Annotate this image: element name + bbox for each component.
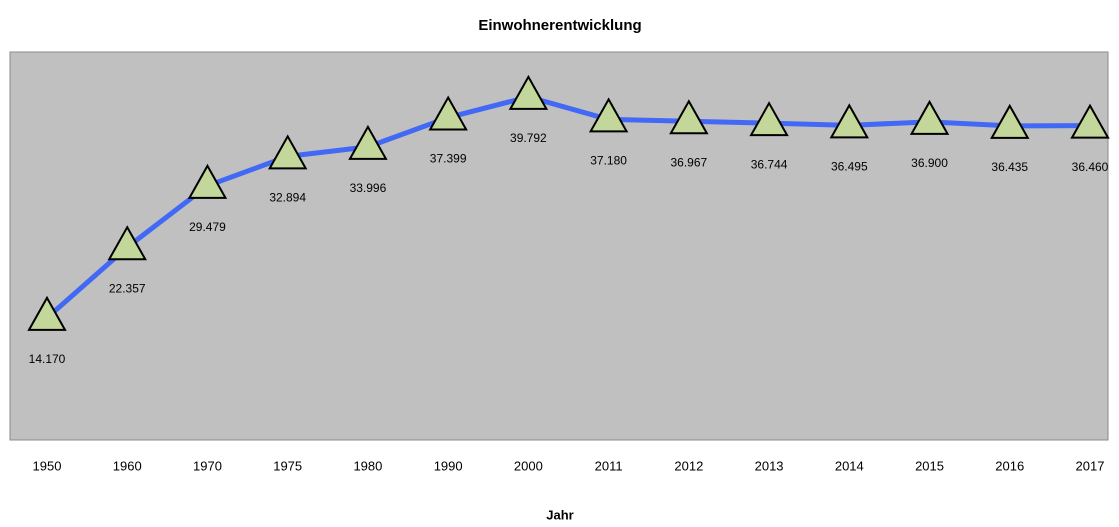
data-label: 36.435	[991, 160, 1028, 174]
marker	[588, 97, 629, 133]
data-label: 36.744	[751, 157, 788, 171]
x-axis-title: Jahr	[546, 507, 573, 522]
chart-title: Einwohnerentwicklung	[478, 17, 641, 34]
data-label: 39.792	[510, 131, 547, 145]
x-tick-label: 1970	[193, 458, 222, 473]
data-label: 29.479	[189, 220, 226, 234]
marker	[990, 103, 1030, 139]
marker	[267, 134, 308, 170]
data-label: 36.460	[1072, 160, 1109, 174]
marker	[187, 163, 228, 199]
data-label: 33.996	[350, 181, 387, 195]
data-label: 36.900	[911, 156, 948, 170]
data-label: 37.180	[590, 154, 627, 168]
x-tick-label: 1975	[273, 458, 302, 473]
x-tick-label: 1950	[33, 458, 62, 473]
marker	[749, 101, 789, 137]
marker	[428, 95, 468, 131]
x-tick-label: 2000	[514, 458, 543, 473]
marker	[909, 99, 950, 135]
marker	[1070, 103, 1110, 139]
marker	[508, 74, 549, 110]
x-tick-label: 2012	[674, 458, 703, 473]
data-label: 14.170	[29, 352, 66, 366]
x-tick-label: 2017	[1076, 458, 1105, 473]
data-label: 36.967	[670, 155, 707, 169]
plot-area	[9, 51, 1109, 441]
line	[45, 94, 1091, 320]
x-tick-label: 1960	[113, 458, 142, 473]
data-label: 36.495	[831, 160, 868, 174]
x-tick-label: 2015	[915, 458, 944, 473]
x-tick-label: 2014	[835, 458, 864, 473]
x-tick-label: 2016	[995, 458, 1024, 473]
x-tick-label: 2011	[595, 458, 623, 473]
x-tick-label: 1980	[353, 458, 382, 473]
marker	[27, 295, 67, 331]
data-label: 32.894	[269, 191, 306, 205]
data-label: 22.357	[109, 281, 146, 295]
x-tick-label: 2013	[755, 458, 784, 473]
marker	[829, 103, 870, 139]
data-label: 37.399	[430, 152, 467, 166]
marker	[107, 225, 147, 261]
marker	[669, 99, 709, 135]
x-tick-label: 1990	[434, 458, 463, 473]
marker	[348, 124, 388, 160]
